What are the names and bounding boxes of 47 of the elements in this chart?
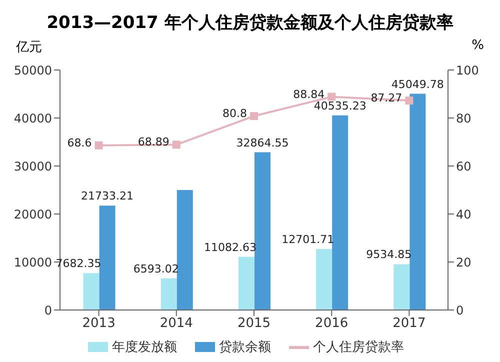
y-tick-label: 30000 (14, 159, 52, 174)
data-label: 80.8 (222, 107, 247, 120)
bar (238, 256, 254, 310)
y2-tick-label: 60 (456, 159, 472, 174)
x-tick-label: 2017 (392, 316, 426, 332)
y-tick-label: 40000 (14, 111, 52, 126)
bar (83, 273, 100, 310)
y-tick-label: 50000 (14, 63, 52, 78)
bar (410, 94, 426, 310)
y2-tick-label: 100 (456, 63, 479, 78)
y2-tick-label: 0 (456, 303, 464, 318)
point (250, 112, 258, 120)
bar (176, 190, 193, 310)
data-label: 88.84 (293, 88, 325, 101)
y-axis-title: 亿元 (16, 39, 42, 56)
bar (394, 264, 410, 310)
y-tick-label: 10000 (14, 255, 52, 270)
data-label: 32864.55 (236, 136, 289, 150)
y-tick-label: 20000 (14, 207, 52, 222)
legend-label: 个人住房贷款率 (312, 339, 404, 356)
bar (160, 278, 177, 310)
y2-tick-label: 80 (456, 111, 472, 126)
x-tick-label: 2014 (160, 316, 193, 332)
point (94, 141, 103, 150)
y2-tick-label: 20 (456, 255, 472, 270)
bar (316, 249, 332, 310)
bar (99, 206, 116, 310)
data-label: 45049.78 (391, 78, 444, 91)
y-tick-label: 0 (44, 303, 52, 318)
x-tick-label: 2015 (237, 316, 271, 332)
point (172, 140, 180, 149)
point (405, 96, 414, 105)
x-tick-label: 2013 (82, 316, 116, 332)
data-label: 68.6 (67, 136, 92, 150)
legend-label: 年度发放额 (111, 339, 177, 356)
point (328, 92, 336, 101)
data-label: 21733.21 (81, 190, 134, 203)
legend-label: 贷款余额 (218, 339, 271, 356)
bar (332, 115, 348, 310)
bar (254, 152, 270, 310)
data-label: 87.27 (370, 92, 402, 105)
data-label: 40535.23 (314, 99, 366, 112)
data-label: 68.89 (138, 136, 170, 149)
x-tick-label: 2016 (315, 316, 348, 332)
y2-tick-label: 40 (456, 207, 472, 222)
y2-axis-title: % (472, 38, 484, 55)
chart-title: 2013—2017 年个人住房贷款金额及个人住房贷款率 (46, 12, 454, 35)
